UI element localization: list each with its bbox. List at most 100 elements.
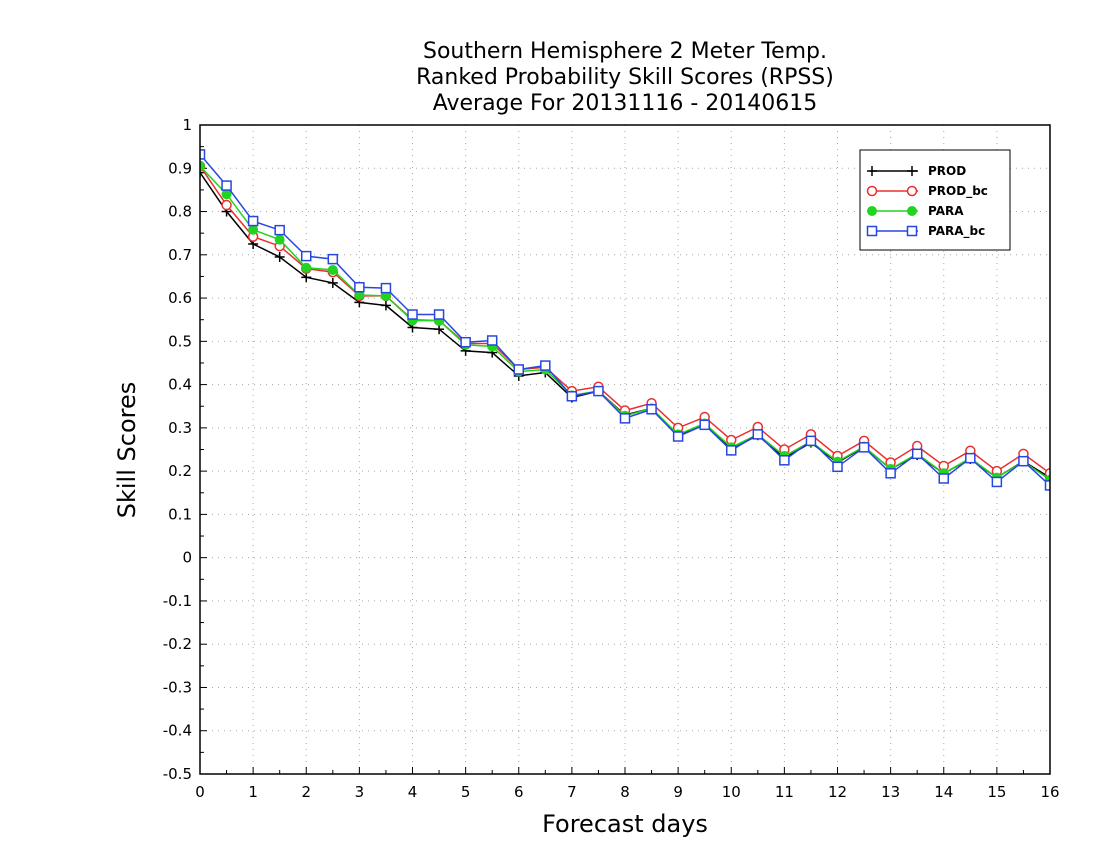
title-line-1: Southern Hemisphere 2 Meter Temp. [423,39,827,64]
data-point-para-bc [486,335,498,346]
legend-marker-end-prod-bc [906,185,918,197]
x-tick-label: 0 [195,783,205,801]
data-point-para-bc [938,473,949,484]
x-tick-label: 3 [355,783,365,801]
legend-marker-start-para [867,206,877,216]
legend-marker-start-prod [867,166,877,176]
x-tick-label: 14 [934,783,953,801]
data-point-para-bc [540,360,551,371]
chart-title: Southern Hemisphere 2 Meter Temp. Ranked… [416,39,834,116]
data-point-para-bc [805,435,817,447]
series-layer [200,149,1050,491]
y-tick-label: 1 [182,116,192,134]
data-point-para [200,161,205,172]
y-tick-label: -0.4 [163,722,192,740]
y-tick-label: -0.1 [163,592,192,610]
data-point-para-bc [646,404,657,415]
data-point-para [274,234,285,245]
y-axis: 1 0.9 0.8 0.7 0.6 0.5 0.4 0.3 0.2 0.1 0 -0.1 -0.2 -0.… [163,116,207,783]
y-tick-label: 0.2 [168,462,192,480]
y-tick-label: 0.3 [168,419,192,437]
data-point-para-bc [513,364,524,375]
legend-marker-start-prod-bc [866,185,878,197]
y-tick-label: -0.5 [163,765,192,783]
plot-frame [199,124,1051,775]
legend-items: PROD PROD_bc PARA PARA_bc [866,164,988,239]
data-point-para-bc [832,461,843,473]
data-point-para-bc [672,431,684,442]
data-point-para-bc [301,250,312,262]
x-tick-label: 10 [722,783,741,801]
data-point-para-bc [1044,480,1050,491]
data-point-prod [301,272,312,283]
data-point-para [221,189,232,200]
title-line-2: Ranked Probability Skill Scores (RPSS) [416,65,834,90]
legend-label-prod: PROD [928,164,966,178]
y-tick-label: 0 [182,549,192,567]
y-tick-label: 0.4 [168,376,192,394]
data-point-para [248,224,259,235]
data-point-para-bc [699,419,710,431]
data-point-para-bc [380,282,392,294]
data-point-para-bc [433,309,445,320]
y-tick-label: 0.1 [168,505,192,523]
data-point-para-bc [752,429,764,440]
x-tick-label: 11 [775,783,794,801]
x-tick-label: 5 [461,783,471,801]
data-point-para-bc [858,442,870,453]
x-tick-label: 1 [248,783,258,801]
data-point-para-bc [911,448,923,460]
x-tick-label: 15 [987,783,1006,801]
legend-label-para-bc: PARA_bc [928,224,985,239]
title-line-3: Average For 20131116 - 20140615 [433,91,818,116]
data-point-para-bc [965,452,976,464]
legend: PROD PROD_bc PARA PARA_bc [859,149,1011,251]
legend-marker-start-para-bc [866,225,878,237]
data-point-para-bc [221,180,232,191]
y-tick-label: 0.5 [168,332,192,350]
data-point-para [327,264,338,275]
x-tick-label: 13 [881,783,900,801]
data-point-para-bc [247,215,259,227]
data-point-para-bc [991,476,1003,488]
legend-marker-end-prod [907,166,917,176]
legend-marker-end-para-bc [906,225,918,237]
legend-box [859,149,1011,251]
data-point-para-bc [460,336,471,348]
data-point-para-bc [327,253,339,265]
data-point-prod [200,167,205,178]
x-tick-label: 12 [828,783,847,801]
x-tick-label: 9 [673,783,683,801]
data-point-prod [434,324,445,335]
data-point-para-bc [566,391,578,402]
legend-label-para: PARA [928,204,964,218]
data-point-para-bc [619,413,631,424]
x-axis-title: Forecast days [542,810,708,838]
legend-marker-end-para [907,206,917,216]
series-para-bc [200,149,1050,491]
data-point-para-bc [779,455,790,466]
data-point-para-bc [885,468,896,479]
legend-item-para-bc: PARA_bc [866,224,985,239]
data-point-para-bc [1018,455,1029,467]
data-point-para-bc [726,445,737,456]
data-point-para-bc [354,282,365,293]
data-point-para-bc [593,385,604,397]
x-tick-label: 8 [620,783,630,801]
data-point-para-bc [407,309,418,320]
data-point-prod [327,277,338,288]
y-tick-label: 0.9 [168,159,192,177]
x-tick-label: 4 [408,783,418,801]
data-point-para-bc [200,149,206,160]
data-point-para-bc [274,224,285,236]
data-point-para [301,262,312,273]
y-tick-label: 0.8 [168,203,192,221]
data-point-prod [274,251,285,262]
x-tick-label: 16 [1040,783,1059,801]
y-tick-label: 0.6 [168,289,192,307]
y-tick-label: 0.7 [168,246,192,264]
data-point-prod [380,300,391,311]
legend-item-para: PARA [867,204,964,218]
y-axis-title: Skill Scores [113,382,141,519]
